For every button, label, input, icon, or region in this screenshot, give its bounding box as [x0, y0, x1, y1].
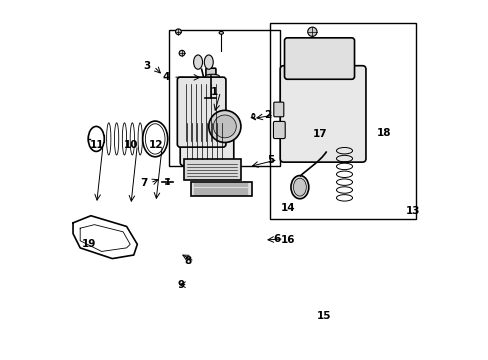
Text: 11: 11	[89, 140, 103, 150]
Ellipse shape	[193, 55, 202, 69]
Bar	[269, 23, 415, 219]
Circle shape	[175, 29, 181, 35]
Text: 16: 16	[280, 235, 295, 245]
Ellipse shape	[204, 55, 213, 69]
FancyBboxPatch shape	[273, 102, 283, 117]
FancyBboxPatch shape	[196, 96, 224, 121]
Text: 4: 4	[163, 72, 170, 82]
Ellipse shape	[219, 31, 223, 34]
FancyBboxPatch shape	[177, 77, 225, 147]
Ellipse shape	[293, 178, 305, 196]
Text: 12: 12	[148, 140, 163, 150]
Text: 3: 3	[143, 62, 151, 71]
Text: 13: 13	[405, 206, 420, 216]
Text: 7: 7	[140, 178, 147, 188]
Circle shape	[213, 115, 236, 138]
Bar	[190, 182, 251, 196]
Bar	[183, 158, 241, 180]
Text: 9: 9	[177, 280, 184, 290]
Circle shape	[208, 111, 241, 143]
Text: 14: 14	[280, 203, 295, 213]
FancyBboxPatch shape	[280, 66, 365, 162]
Circle shape	[179, 50, 184, 56]
Text: 18: 18	[377, 128, 391, 138]
FancyBboxPatch shape	[273, 121, 285, 139]
Text: 15: 15	[316, 311, 330, 321]
FancyBboxPatch shape	[205, 68, 216, 85]
Text: 19: 19	[82, 239, 96, 249]
Text: 5: 5	[267, 155, 274, 165]
Bar	[169, 30, 280, 166]
Text: 8: 8	[184, 256, 191, 266]
FancyBboxPatch shape	[180, 116, 233, 166]
Ellipse shape	[290, 176, 308, 199]
Circle shape	[307, 27, 316, 36]
Text: 6: 6	[273, 234, 281, 244]
Ellipse shape	[205, 74, 219, 78]
Text: 2: 2	[264, 110, 271, 120]
Text: 17: 17	[312, 129, 327, 139]
Text: 10: 10	[123, 140, 138, 150]
Ellipse shape	[251, 113, 254, 118]
Text: 1: 1	[210, 87, 217, 97]
FancyBboxPatch shape	[284, 38, 354, 79]
